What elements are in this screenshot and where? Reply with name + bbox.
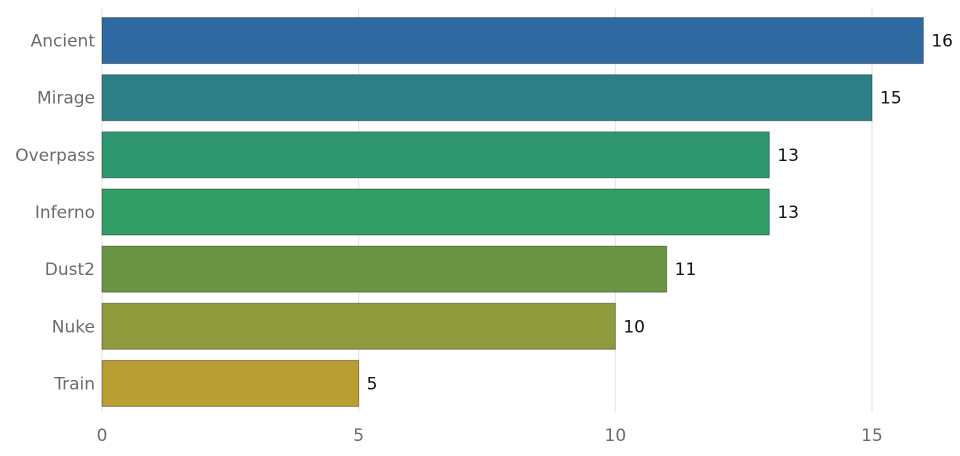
value-label: 13 <box>777 146 799 166</box>
value-labels: 16 15 13 13 11 10 5 <box>367 32 953 395</box>
bar-train <box>101 359 360 407</box>
value-label: 5 <box>367 374 378 394</box>
bars <box>101 17 924 407</box>
value-label: 13 <box>777 203 799 223</box>
value-label: 10 <box>623 317 645 337</box>
category-label: Mirage <box>37 89 95 109</box>
category-label: Nuke <box>52 317 95 337</box>
value-label: 16 <box>931 32 953 52</box>
bar-dust2 <box>101 245 668 293</box>
bar-nuke <box>101 302 616 350</box>
value-label: 15 <box>880 89 902 109</box>
bar-mirage <box>101 74 873 122</box>
x-axis-ticks: 0 5 10 15 <box>97 426 883 446</box>
category-label: Ancient <box>31 32 96 52</box>
x-tick-label: 10 <box>605 426 627 446</box>
category-labels: Ancient Mirage Overpass Inferno Dust2 Nuke Tra… <box>15 32 95 395</box>
value-label: 11 <box>675 260 697 280</box>
category-label: Train <box>53 374 95 394</box>
bar-overpass <box>101 131 770 179</box>
bar-ancient <box>101 17 924 65</box>
category-label: Overpass <box>15 146 95 166</box>
category-label: Dust2 <box>45 260 95 280</box>
x-tick-label: 5 <box>353 426 364 446</box>
category-label: Inferno <box>35 203 95 223</box>
x-tick-label: 15 <box>861 426 883 446</box>
x-tick-label: 0 <box>97 426 108 446</box>
bar-inferno <box>101 188 770 236</box>
